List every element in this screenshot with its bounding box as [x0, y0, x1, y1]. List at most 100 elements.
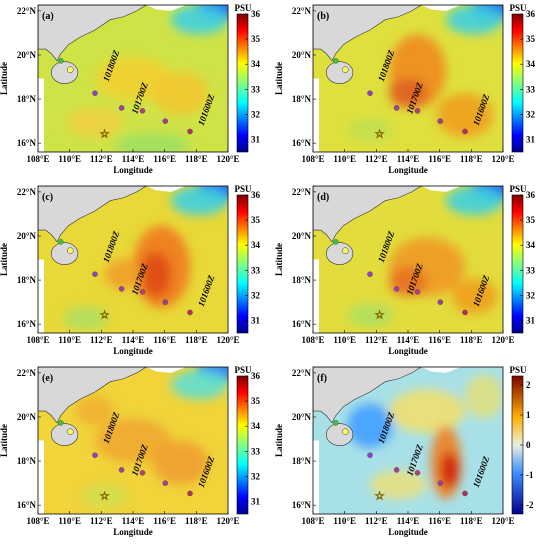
buoy [342, 66, 349, 73]
colorbar-tick-label: 34 [251, 59, 261, 69]
station [139, 289, 146, 295]
colorbar-tick-label: 32 [526, 109, 536, 119]
colorbar-tick-label: 33 [526, 84, 536, 94]
colorbar-tick-label: 35 [251, 34, 261, 44]
field-blob [347, 403, 393, 448]
field-blob [440, 452, 460, 488]
x-tick-label: 110°E [333, 154, 356, 164]
no-data [421, 367, 462, 373]
land [38, 5, 147, 62]
field-blobs [347, 374, 503, 500]
x-tick-label: 118°E [460, 335, 483, 345]
station [118, 286, 125, 292]
panel-label: (d) [317, 192, 329, 203]
y-axis-title: Latitude [0, 424, 9, 457]
land [38, 367, 147, 424]
no-data [146, 5, 187, 11]
colorbar-tick-label: 36 [526, 9, 536, 19]
star: ☆ [100, 309, 110, 321]
colorbar-tick-label: 31 [251, 134, 261, 144]
y-tick-label: 16°N [292, 319, 312, 329]
field-blob [436, 93, 494, 138]
hainan-island [325, 61, 354, 84]
y-tick-label: 16°N [17, 319, 37, 329]
buoy [342, 428, 349, 435]
y-tick-label: 20°N [17, 231, 37, 241]
station [92, 452, 98, 458]
station [162, 299, 169, 305]
station [187, 128, 193, 135]
y-tick-label: 22°N [17, 187, 37, 197]
field-blob [370, 469, 427, 500]
colorbar-tick-label: 33 [526, 265, 536, 275]
colorbar-tick-label: 36 [251, 190, 261, 200]
station [118, 467, 125, 473]
x-tick-label: 112°E [365, 154, 388, 164]
field-blobs [66, 5, 228, 152]
x-axis-title: Longitude [113, 527, 153, 537]
x-tick-label: 112°E [90, 335, 113, 345]
station [437, 480, 444, 486]
station [462, 490, 468, 497]
x-axis-title: Longitude [388, 527, 428, 537]
x-tick-label: 120°E [491, 335, 514, 345]
station [58, 420, 64, 426]
colorbar-unit: PSU [234, 184, 252, 194]
no-data-left [313, 440, 319, 514]
x-tick-label: 110°E [333, 516, 356, 526]
buoy [67, 66, 74, 73]
star: ☆ [375, 128, 385, 140]
y-tick-label: 22°N [292, 6, 312, 16]
field [313, 5, 503, 152]
x-tick-label: 112°E [90, 154, 113, 164]
colorbar-unit: PSU [234, 3, 252, 13]
y-axis-title: Latitude [274, 424, 284, 457]
y-tick-label: 18°N [17, 94, 37, 104]
colorbar-tick-label: 36 [526, 190, 536, 200]
station [187, 490, 193, 497]
field [38, 186, 228, 333]
y-tick-label: 20°N [17, 50, 37, 60]
field-blob [104, 259, 143, 289]
field-blob [66, 107, 124, 138]
station [333, 420, 339, 426]
colorbar [236, 375, 249, 515]
y-tick-label: 18°N [17, 275, 37, 285]
x-tick-label: 116°E [153, 516, 176, 526]
colorbar-unit: PSU [509, 365, 527, 375]
x-tick-label: 120°E [491, 516, 514, 526]
x-tick-label: 118°E [185, 516, 208, 526]
field-blob [152, 440, 209, 485]
x-tick-label: 116°E [428, 154, 451, 164]
y-tick-label: 18°N [292, 456, 312, 466]
land [313, 367, 422, 424]
station [437, 118, 444, 124]
station [414, 289, 421, 295]
land [313, 186, 422, 243]
land [38, 186, 147, 243]
field-blob [152, 71, 209, 116]
field-blob [81, 484, 128, 509]
y-tick-label: 16°N [292, 500, 312, 510]
field-blob [389, 78, 427, 108]
x-tick-label: 114°E [397, 335, 420, 345]
x-tick-label: 118°E [185, 154, 208, 164]
x-tick-label: 108°E [301, 154, 324, 164]
colorbar-tick-label: 34 [251, 421, 261, 431]
station [393, 286, 400, 292]
x-tick-label: 110°E [58, 516, 81, 526]
field-blobs [347, 5, 503, 142]
x-tick-label: 120°E [216, 335, 239, 345]
field-blob [171, 186, 228, 216]
no-data-left [38, 78, 44, 152]
station [187, 309, 193, 316]
field [313, 367, 503, 514]
x-tick-label: 112°E [365, 516, 388, 526]
x-axis-title: Longitude [113, 346, 153, 356]
star: ☆ [375, 309, 385, 321]
x-tick-label: 114°E [122, 516, 145, 526]
colorbar-tick-label: 32 [251, 109, 261, 119]
